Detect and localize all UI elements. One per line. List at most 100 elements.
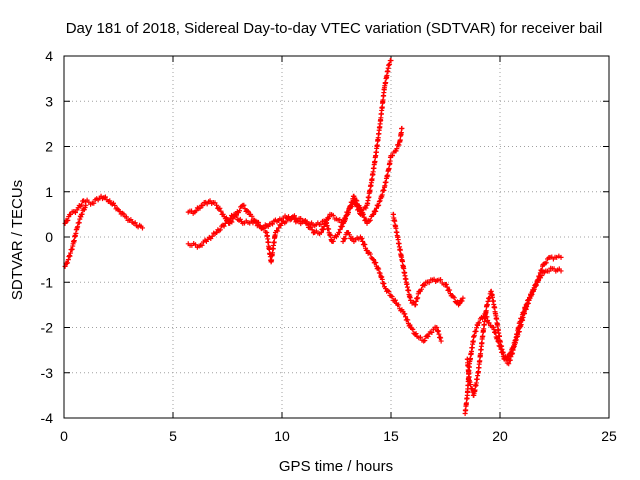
- data-point: [425, 334, 431, 340]
- data-point: [209, 233, 215, 239]
- data-point: [357, 207, 363, 213]
- data-point: [337, 217, 343, 223]
- data-point: [357, 204, 363, 210]
- data-point: [408, 297, 414, 303]
- data-point: [373, 260, 379, 266]
- series-upper-track: [62, 58, 394, 237]
- data-point: [353, 197, 359, 203]
- data-point: [217, 205, 223, 211]
- series-late-track-C: [462, 253, 564, 416]
- data-point: [558, 254, 564, 260]
- y-tick-label: 4: [45, 48, 53, 64]
- data-point: [265, 224, 271, 230]
- data-point: [530, 288, 536, 294]
- data-point: [476, 320, 482, 326]
- data-point: [234, 213, 240, 219]
- data-point: [533, 282, 539, 288]
- data-point: [275, 228, 281, 234]
- data-point: [354, 198, 360, 204]
- data-point: [429, 329, 435, 335]
- data-point: [443, 281, 449, 287]
- data-point: [339, 223, 345, 229]
- data-series: [62, 58, 564, 416]
- x-tick-label: 10: [274, 428, 290, 444]
- data-point: [229, 219, 235, 225]
- data-point: [503, 356, 509, 362]
- y-tick-label: 0: [45, 229, 53, 245]
- data-point: [62, 220, 68, 226]
- data-point: [65, 217, 71, 223]
- data-point: [396, 302, 402, 308]
- data-point: [360, 211, 366, 217]
- data-point: [132, 220, 138, 226]
- data-point: [527, 295, 533, 301]
- plot-frame: [63, 55, 610, 419]
- data-point: [460, 295, 466, 301]
- data-point: [112, 202, 118, 208]
- data-point: [459, 298, 465, 304]
- data-point: [387, 61, 393, 67]
- data-point: [139, 225, 145, 231]
- data-point: [350, 235, 356, 241]
- data-point: [386, 62, 392, 68]
- data-point: [536, 278, 542, 284]
- data-point: [218, 208, 224, 214]
- data-point: [214, 202, 220, 208]
- data-point: [62, 263, 68, 269]
- data-point: [447, 287, 453, 293]
- data-point: [79, 211, 85, 217]
- data-point: [217, 227, 223, 233]
- data-point: [405, 317, 411, 323]
- data-point: [309, 227, 315, 233]
- data-point: [396, 142, 402, 148]
- data-point: [386, 288, 392, 294]
- data-point: [64, 260, 70, 266]
- x-tick-label: 25: [601, 428, 617, 444]
- data-point: [358, 207, 364, 213]
- data-point: [320, 227, 326, 233]
- data-point: [342, 217, 348, 223]
- data-point: [65, 260, 71, 266]
- x-tick-label: 20: [492, 428, 508, 444]
- data-point: [78, 202, 84, 208]
- data-point: [193, 208, 199, 214]
- data-point: [253, 220, 259, 226]
- data-point: [212, 200, 218, 206]
- data-point: [336, 230, 342, 236]
- data-point: [222, 220, 228, 226]
- data-point: [388, 58, 394, 64]
- data-point: [485, 317, 491, 323]
- data-point: [376, 202, 382, 208]
- y-tick-label: 2: [45, 139, 53, 155]
- data-point: [417, 334, 423, 340]
- data-point: [367, 217, 373, 223]
- chart-title: Day 181 of 2018, Sidereal Day-to-day VTE…: [66, 20, 603, 37]
- data-point: [342, 235, 348, 241]
- data-point: [123, 214, 129, 220]
- data-point: [376, 198, 382, 204]
- data-point: [304, 219, 310, 225]
- data-point: [221, 223, 227, 229]
- data-point: [539, 272, 545, 278]
- series-late-track-D: [464, 265, 564, 398]
- data-point: [438, 277, 444, 283]
- data-point: [236, 208, 242, 214]
- data-point: [337, 227, 343, 232]
- data-point: [426, 280, 432, 286]
- data-point: [257, 223, 263, 229]
- data-point: [270, 221, 276, 227]
- y-tick-label: -1: [41, 274, 54, 290]
- series-late-track-A: [340, 229, 444, 344]
- data-point: [389, 153, 395, 159]
- data-point: [128, 217, 134, 223]
- data-point: [486, 320, 492, 326]
- data-point: [407, 322, 413, 328]
- data-point: [340, 239, 346, 245]
- data-point: [410, 326, 416, 332]
- data-point: [362, 242, 368, 248]
- data-point: [543, 260, 549, 266]
- data-point: [394, 146, 400, 152]
- data-point: [318, 221, 324, 227]
- data-point: [360, 238, 366, 244]
